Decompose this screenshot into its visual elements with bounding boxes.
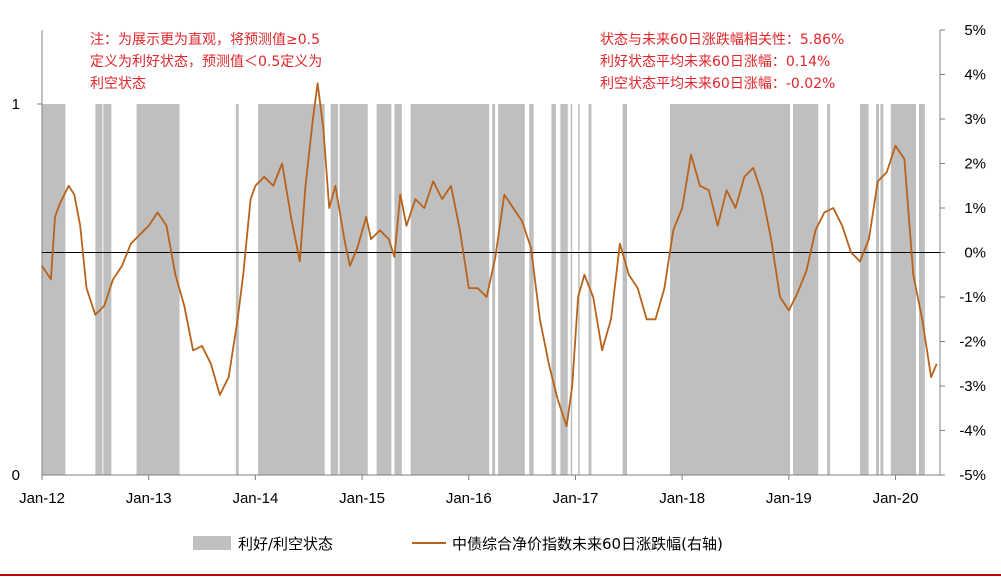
state-band-11 xyxy=(492,104,496,475)
return-series xyxy=(41,82,938,428)
state-band-8 xyxy=(376,104,392,475)
right-tick-label: -2% xyxy=(959,334,986,351)
right-tick-label: 3% xyxy=(964,111,986,128)
right-tick-label: -4% xyxy=(959,423,986,440)
state-band-3 xyxy=(136,104,180,475)
state-band-14 xyxy=(551,104,556,475)
note-right-line: 状态与未来60日涨跌幅相关性：5.86% xyxy=(600,32,844,48)
state-band-20 xyxy=(670,104,791,475)
x-tick-label: Jan-18 xyxy=(659,490,705,507)
left-tick-label: 1 xyxy=(12,96,20,113)
state-band-1 xyxy=(95,104,103,475)
x-tick-label: Jan-13 xyxy=(126,490,172,507)
state-band-2 xyxy=(103,104,112,475)
right-tick-label: -1% xyxy=(959,289,986,306)
state-band-12 xyxy=(498,104,525,475)
annotations: 注：为展示更为直观，将预测值≥0.5定义为利好状态，预测值＜0.5定义为利空状态… xyxy=(90,31,844,92)
right-tick-label: 5% xyxy=(964,22,986,39)
right-tick-label: 0% xyxy=(964,245,986,262)
state-band-22 xyxy=(827,104,831,475)
state-band-21 xyxy=(793,104,819,475)
right-tick-label: -5% xyxy=(959,467,986,484)
state-band-17 xyxy=(578,104,580,475)
state-band-24 xyxy=(875,104,879,475)
axes xyxy=(41,30,941,476)
state-band-13 xyxy=(529,104,534,475)
note-left-line: 定义为利好状态，预测值＜0.5定义为 xyxy=(90,54,322,70)
x-tick-label: Jan-17 xyxy=(553,490,599,507)
right-tick-label: 1% xyxy=(964,200,986,217)
right-tick-label: 2% xyxy=(964,156,986,173)
x-tick-label: Jan-19 xyxy=(766,490,812,507)
state-band-15 xyxy=(560,104,568,475)
state-band-0 xyxy=(42,104,66,475)
x-tick-label: Jan-15 xyxy=(339,490,385,507)
right-tick-label: -3% xyxy=(959,378,986,395)
state-bands xyxy=(42,104,925,475)
state-band-27 xyxy=(918,104,925,475)
legend: 利好/利空状态 中债综合净价指数未来60日涨跌幅(右轴) xyxy=(0,535,1001,576)
legend-label-state: 利好/利空状态 xyxy=(238,535,333,553)
x-tick-label: Jan-16 xyxy=(446,490,492,507)
note-right-line: 利空状态平均未来60日涨幅：-0.02% xyxy=(600,76,835,92)
state-band-23 xyxy=(859,104,869,475)
left-tick-label: 0 xyxy=(12,467,20,484)
legend-swatch-state xyxy=(193,536,231,550)
x-tick-label: Jan-12 xyxy=(19,490,65,507)
x-tick-label: Jan-14 xyxy=(232,490,278,507)
note-left-line: 注：为展示更为直观，将预测值≥0.5 xyxy=(90,31,320,48)
legend-label-line: 中债综合净价指数未来60日涨跌幅(右轴) xyxy=(452,535,723,553)
note-right-line: 利好状态平均未来60日涨幅：0.14% xyxy=(600,54,830,70)
state-band-10 xyxy=(410,104,490,475)
x-tick-label: Jan-20 xyxy=(873,490,919,507)
note-left-line: 利空状态 xyxy=(90,76,146,92)
state-band-6 xyxy=(330,104,339,475)
right-tick-label: 4% xyxy=(964,67,986,84)
state-band-16 xyxy=(570,104,573,475)
state-band-9 xyxy=(394,104,402,475)
return-line xyxy=(41,82,938,428)
tick-labels: 5% 4% 3% 2% 1% 0% -1% -2% -3% -4% -5% 0 1 Jan-12 Jan-1… xyxy=(12,22,986,507)
state-band-5 xyxy=(258,104,325,475)
state-band-25 xyxy=(880,104,884,475)
state-band-7 xyxy=(339,104,368,475)
state-band-19 xyxy=(622,104,628,475)
state-band-4 xyxy=(235,104,239,475)
state-band-26 xyxy=(890,104,916,475)
